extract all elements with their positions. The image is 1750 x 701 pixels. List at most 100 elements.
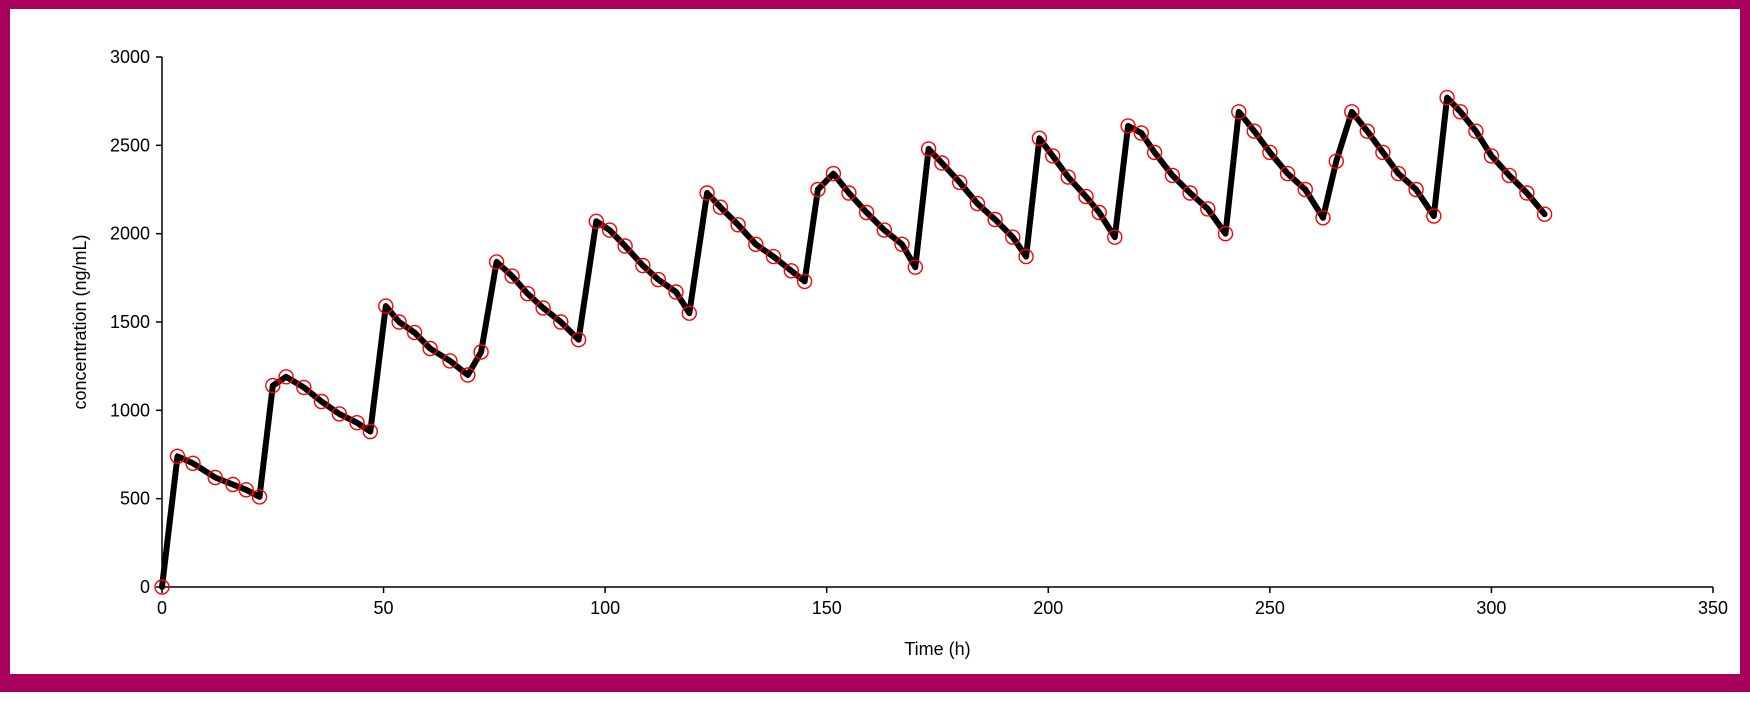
- data-point-marker: [894, 236, 910, 253]
- data-point-marker: [1315, 210, 1331, 226]
- data-point-marker: [553, 314, 569, 330]
- data-point-marker: [504, 268, 520, 284]
- data-point-marker: [1120, 118, 1136, 134]
- data-point-marker: [1018, 248, 1034, 265]
- x-ticks: 0 50 100 150 200 250 300 350: [157, 587, 1728, 618]
- data-point-marker: [730, 217, 746, 233]
- data-point-marker: [668, 284, 684, 300]
- series-line: [159, 94, 1548, 590]
- data-point-marker: [1279, 165, 1296, 182]
- data-point-marker: [588, 213, 604, 230]
- data-point-marker: [207, 469, 223, 486]
- data-point-marker: [1468, 123, 1484, 139]
- y-tick-label: 2000: [110, 224, 150, 244]
- data-point-marker: [765, 248, 782, 265]
- data-point-marker: [1044, 148, 1061, 164]
- data-point-marker: [617, 238, 633, 254]
- data-point-marker: [185, 455, 201, 471]
- x-tick-label: 0: [157, 598, 167, 618]
- data-point-marker: [1439, 89, 1455, 106]
- data-point-marker: [1501, 167, 1517, 184]
- data-point-marker: [422, 340, 438, 357]
- x-tick-label: 300: [1476, 598, 1506, 618]
- data-point-marker: [681, 305, 697, 321]
- data-point-marker: [969, 195, 986, 212]
- x-tick-label: 100: [590, 598, 620, 618]
- x-tick-label: 350: [1698, 598, 1728, 618]
- data-point-marker: [1107, 229, 1123, 245]
- x-tick-label: 150: [812, 598, 842, 618]
- x-tick-label: 50: [374, 598, 394, 618]
- data-point-marker: [712, 199, 729, 215]
- data-point-marker: [1217, 225, 1234, 242]
- data-point-marker: [251, 489, 268, 505]
- data-point-marker: [1452, 104, 1469, 120]
- y-ticks: 0 500 1000 1500 2000 2500 3000: [110, 47, 162, 597]
- data-point-marker: [810, 181, 826, 198]
- data-point-marker: [378, 298, 394, 314]
- data-point-marker: [1246, 123, 1263, 139]
- data-point-marker: [460, 367, 476, 383]
- data-point-marker: [1200, 201, 1216, 217]
- data-point-marker: [1146, 144, 1163, 161]
- data-point-marker: [841, 185, 857, 201]
- data-point-marker: [1344, 104, 1360, 120]
- data-point-marker: [1359, 123, 1376, 139]
- data-point-marker: [920, 141, 937, 157]
- y-tick-label: 1000: [110, 400, 150, 420]
- data-point-marker: [1328, 153, 1345, 169]
- data-point-marker: [1297, 181, 1314, 198]
- y-tick-label: 0: [140, 577, 150, 597]
- data-point-marker: [699, 185, 715, 201]
- data-point-marker: [601, 222, 618, 238]
- data-point-marker: [1005, 229, 1021, 245]
- data-point-marker: [1091, 204, 1107, 221]
- data-point-marker: [331, 406, 347, 422]
- data-point-marker: [1390, 165, 1407, 182]
- data-point-marker: [635, 257, 651, 274]
- data-point-marker: [519, 286, 536, 302]
- data-point-marker: [296, 379, 312, 396]
- data-point-marker: [858, 204, 875, 221]
- series-layer: [154, 89, 1553, 595]
- data-point-marker: [1426, 208, 1442, 224]
- data-point-marker: [488, 254, 505, 270]
- x-axis-title: Time (h): [904, 639, 970, 659]
- data-point-marker: [238, 482, 254, 498]
- data-point-marker: [1031, 130, 1048, 147]
- data-point-marker: [650, 271, 666, 288]
- pk-concentration-chart: 0 500 1000 1500 2000 2500 3000 0 50 100 150 200 250…: [70, 47, 1728, 659]
- data-point-marker: [796, 273, 813, 290]
- data-point-marker: [1078, 188, 1094, 205]
- data-point-marker: [748, 236, 764, 253]
- data-point-marker: [570, 332, 587, 348]
- data-point-marker: [154, 579, 170, 595]
- data-point-marker: [169, 448, 186, 464]
- data-point-marker: [987, 211, 1003, 228]
- data-point-marker: [783, 263, 799, 279]
- data-point-marker: [1133, 125, 1150, 141]
- data-point-marker: [362, 423, 378, 440]
- data-point-marker: [907, 259, 923, 275]
- x-tick-label: 250: [1255, 598, 1285, 618]
- data-point-marker: [535, 300, 551, 316]
- y-tick-label: 3000: [110, 47, 150, 67]
- data-point-marker: [934, 155, 950, 171]
- data-point-marker: [278, 369, 294, 385]
- y-axis-title: concentration (ng/mL): [70, 234, 90, 409]
- y-tick-label: 2500: [110, 135, 150, 155]
- data-point-marker: [1164, 167, 1181, 184]
- x-tick-label: 200: [1033, 598, 1063, 618]
- data-point-marker: [406, 324, 423, 341]
- data-point-marker: [349, 415, 365, 431]
- data-point-marker: [1519, 185, 1535, 201]
- y-tick-label: 1500: [110, 312, 150, 332]
- data-point-marker: [1375, 144, 1391, 161]
- data-point-marker: [265, 377, 281, 394]
- data-point-marker: [391, 314, 407, 330]
- data-point-marker: [1536, 206, 1553, 222]
- data-point-marker: [1483, 148, 1500, 164]
- data-point-marker: [473, 344, 489, 360]
- data-point-marker: [825, 165, 842, 182]
